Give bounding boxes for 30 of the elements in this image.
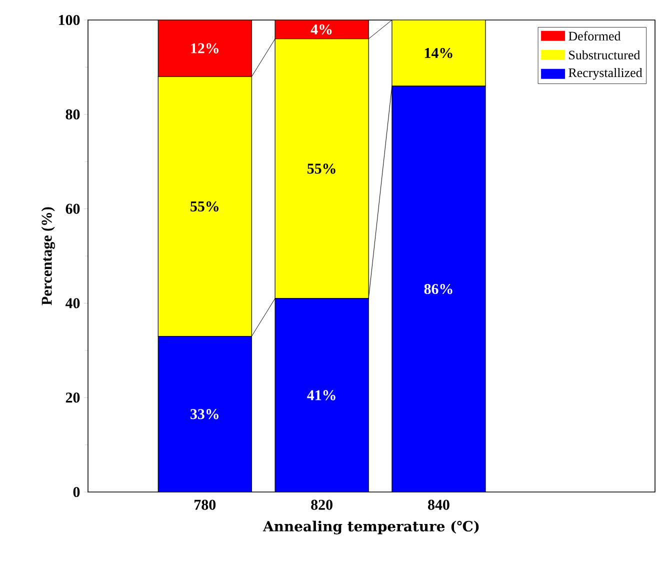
data-label: 12% xyxy=(191,43,218,54)
bar xyxy=(158,336,252,492)
data-label: 55% xyxy=(307,164,336,174)
y-tick-label: 0 xyxy=(73,486,80,498)
x-axis-title: Annealing temperature (℃) xyxy=(262,520,479,534)
y-tick-label: 60 xyxy=(66,204,80,214)
bar xyxy=(274,38,369,299)
x-tick-label: 780 xyxy=(194,500,216,510)
bar xyxy=(158,20,252,77)
legend-label: Deformed xyxy=(568,31,621,41)
y-tick-label: 20 xyxy=(66,392,80,403)
data-label: 33% xyxy=(190,409,218,420)
bar xyxy=(392,20,486,86)
data-label: 55% xyxy=(190,201,218,212)
bar xyxy=(274,20,369,40)
x-tick-label: 840 xyxy=(428,500,450,510)
legend-label: Recrystallized xyxy=(568,68,642,80)
x-tick-label: 820 xyxy=(311,500,332,510)
bar xyxy=(158,76,252,337)
data-label: 14% xyxy=(424,48,452,58)
y-tick-label: 40 xyxy=(65,298,80,308)
y-tick-label: 100 xyxy=(59,14,80,26)
legend-label: Substructured xyxy=(569,50,640,60)
data-label: 86% xyxy=(424,284,452,294)
y-axis-title: Percentage (%) xyxy=(41,207,55,306)
bar xyxy=(392,86,486,492)
data-label: 41% xyxy=(307,390,336,400)
bar xyxy=(274,298,369,492)
y-tick-label: 80 xyxy=(66,109,80,120)
data-label: 4% xyxy=(310,24,332,35)
